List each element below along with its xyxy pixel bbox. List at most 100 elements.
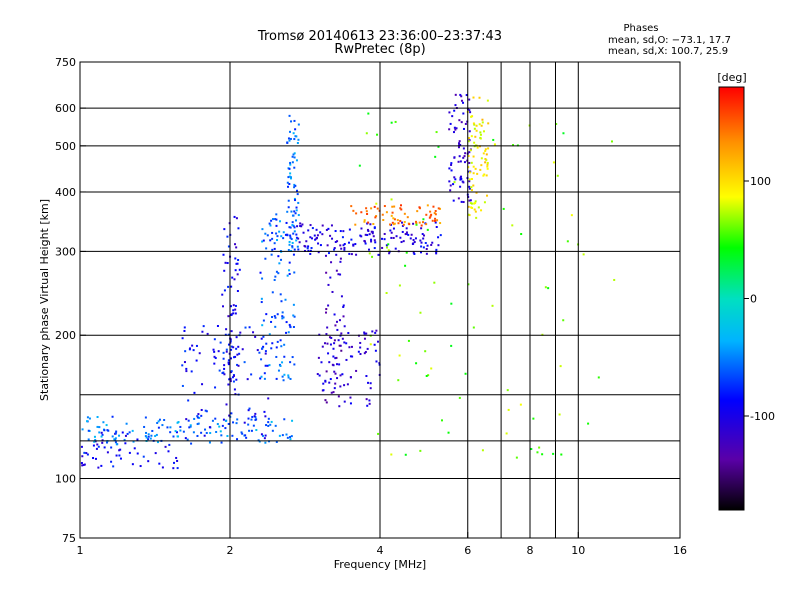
data-point [386,246,389,249]
data-point [468,214,471,217]
data-point [419,311,422,314]
data-point [355,212,358,215]
data-point [262,335,265,338]
data-point [261,347,264,350]
data-point [226,262,229,265]
data-point [360,227,363,230]
data-point [541,453,544,456]
y-tick-label: 400 [55,186,76,199]
data-point [226,435,229,438]
data-point [477,206,480,209]
data-point [182,430,185,433]
data-point [270,420,273,423]
data-point [222,305,225,308]
data-point [434,217,437,220]
data-point [311,237,314,240]
data-point [237,345,240,348]
data-point [419,239,422,242]
data-point [291,356,294,359]
data-point [468,161,471,164]
data-point [335,356,338,359]
data-point [401,230,404,233]
data-point [415,222,418,225]
data-point [404,233,407,236]
data-point [459,185,462,188]
data-point [254,418,257,421]
data-point [390,198,393,201]
data-point [274,218,277,221]
data-point [173,461,176,464]
y-tick-label: 500 [55,140,76,153]
data-point [366,404,369,407]
data-point [363,220,366,223]
data-point [383,205,386,208]
data-point [470,189,473,192]
data-point [335,269,338,272]
data-point [376,133,379,136]
data-point [481,118,484,121]
data-point [435,248,438,251]
data-point [202,325,205,328]
data-point [555,123,558,126]
data-point [462,101,465,104]
data-point [333,387,336,390]
data-point [325,311,328,314]
data-point [339,385,342,388]
data-point [294,212,297,215]
data-point [322,382,325,385]
data-point [239,331,242,334]
data-point [181,337,184,340]
data-point [474,202,477,205]
data-point [289,226,292,229]
data-point [474,135,477,138]
data-point [229,340,232,343]
data-point [229,380,232,383]
data-point [375,360,378,363]
data-point [412,242,415,245]
data-point [299,222,302,225]
data-point [326,326,329,329]
data-point [82,463,85,466]
data-point [342,305,345,308]
data-point [349,396,352,399]
data-point [272,218,275,221]
data-point [341,373,344,376]
data-point [293,230,296,233]
data-point [435,252,438,255]
data-point [259,271,262,274]
data-point [294,184,297,187]
data-point [425,223,428,226]
data-point [274,325,277,328]
data-point [453,109,456,112]
data-point [415,220,418,223]
data-point [282,316,285,319]
data-point [265,424,268,427]
data-point [472,165,475,168]
data-point [175,456,178,459]
data-point [291,161,294,164]
data-point [295,209,298,212]
x-tick-label: 1 [77,544,84,557]
data-point [366,228,369,231]
data-point [429,210,432,213]
data-point [420,245,423,248]
data-point [204,428,207,431]
data-point [325,271,328,274]
data-point [266,234,269,237]
data-point [375,215,378,218]
data-point [325,333,328,336]
data-point [133,447,136,450]
data-point [358,164,361,167]
data-point [230,345,233,348]
data-point [505,432,508,435]
data-point [183,326,186,329]
data-point [338,319,341,322]
data-point [281,315,284,318]
data-point [610,140,613,143]
data-point [248,407,251,410]
data-point [234,312,237,315]
data-point [469,149,472,152]
data-point [261,277,264,280]
data-point [288,226,291,229]
data-point [188,426,191,429]
